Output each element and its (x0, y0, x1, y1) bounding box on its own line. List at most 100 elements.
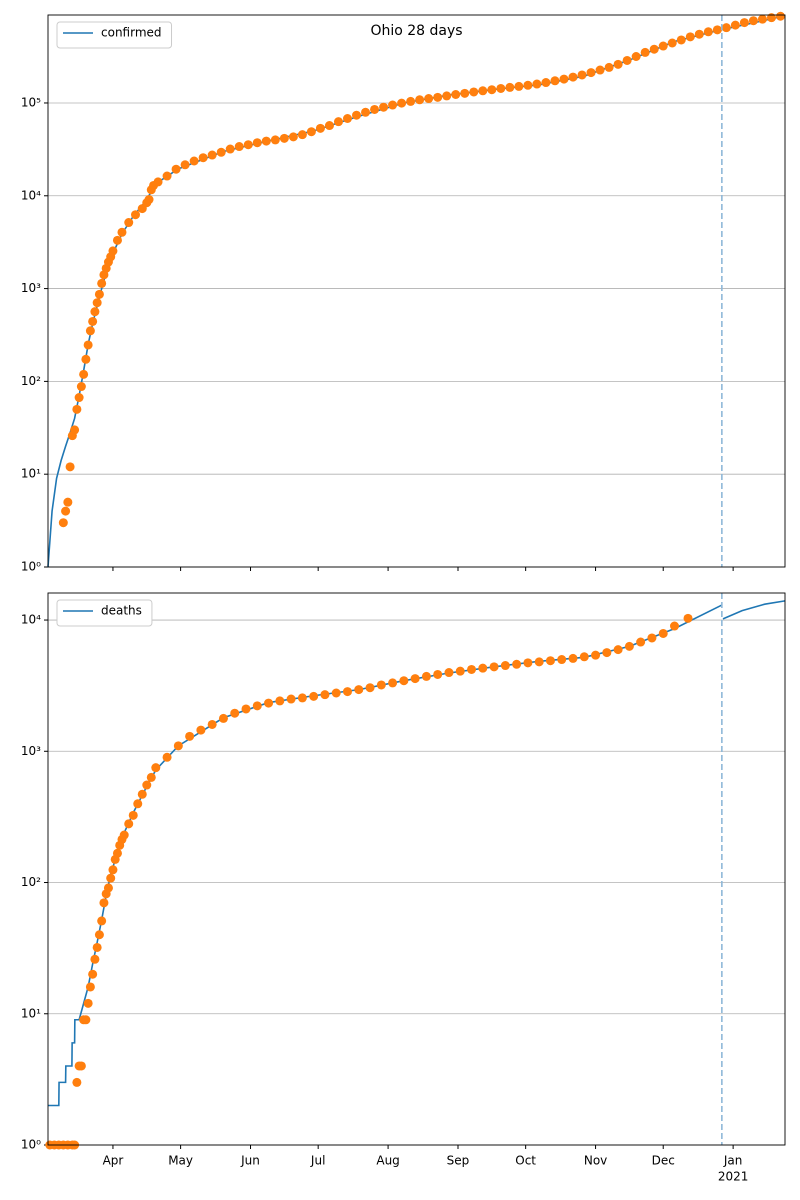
data-point (76, 382, 86, 392)
data-point (342, 114, 352, 124)
data-point (397, 98, 407, 108)
data-point (333, 117, 343, 127)
data-point (775, 11, 785, 21)
x-tick-label: Sep (447, 1154, 470, 1168)
data-point (624, 641, 634, 651)
data-point (88, 316, 98, 326)
data-point (591, 650, 601, 660)
data-point (550, 76, 560, 86)
data-point (58, 518, 68, 528)
data-point (354, 685, 364, 695)
data-point (579, 652, 589, 662)
data-point (478, 86, 488, 96)
x-tick-label: Dec (652, 1154, 675, 1168)
data-point (399, 676, 409, 686)
data-point (108, 865, 118, 875)
data-point (81, 1015, 91, 1025)
data-point (604, 62, 614, 72)
data-point (455, 666, 465, 676)
data-point (108, 246, 118, 256)
data-point (631, 51, 641, 61)
data-point (512, 659, 522, 669)
data-point (144, 195, 154, 205)
data-point (81, 354, 91, 364)
x-tick-label: Aug (376, 1154, 399, 1168)
data-point (207, 150, 217, 160)
data-point (97, 278, 107, 288)
data-point (602, 648, 612, 658)
data-point (92, 298, 102, 308)
data-point (730, 20, 740, 30)
data-point (63, 497, 73, 507)
data-point (613, 59, 623, 69)
data-point (658, 41, 668, 51)
data-point (712, 25, 722, 35)
data-point (137, 789, 147, 799)
data-point (757, 14, 767, 24)
data-point (568, 72, 578, 82)
data-point (703, 27, 713, 37)
legend-label: confirmed (101, 26, 162, 40)
data-point (180, 160, 190, 170)
data-point (230, 708, 240, 718)
data-point (92, 942, 102, 952)
x-tick-label: Nov (584, 1154, 607, 1168)
y-tick-label: 10¹ (21, 467, 41, 481)
y-tick-label: 10² (21, 875, 41, 889)
y-tick-label: 10⁴ (21, 188, 41, 202)
data-point (297, 693, 307, 703)
x-sublabel: 2021 (718, 1170, 749, 1184)
data-point (162, 752, 172, 762)
data-point (112, 235, 122, 245)
data-point (234, 142, 244, 152)
plot-frame (47, 592, 786, 1146)
data-point (534, 657, 544, 667)
data-point (514, 81, 524, 91)
data-point (487, 85, 497, 95)
data-point (451, 90, 461, 100)
data-point (88, 969, 98, 979)
x-tick-label: Apr (103, 1154, 124, 1168)
data-point (151, 763, 161, 773)
data-point (505, 82, 515, 92)
y-tick-label: 10² (21, 374, 41, 388)
data-point (444, 668, 454, 678)
data-point (669, 621, 679, 631)
data-point (252, 138, 262, 148)
data-point (216, 147, 226, 157)
data-point (94, 930, 104, 940)
data-point (74, 393, 84, 403)
data-point (99, 898, 109, 908)
data-point (106, 873, 116, 883)
data-point (748, 16, 758, 26)
data-point (685, 32, 695, 42)
data-point (667, 38, 677, 48)
data-point (500, 661, 510, 671)
data-point (647, 633, 657, 643)
data-point (379, 102, 389, 112)
data-point (342, 687, 352, 697)
data-point (196, 725, 206, 735)
data-point (83, 998, 93, 1008)
data-point (415, 95, 425, 105)
data-point (61, 506, 71, 516)
data-point (286, 694, 296, 704)
data-point (133, 799, 143, 809)
data-point (279, 133, 289, 143)
data-point (532, 79, 542, 89)
data-point (406, 96, 416, 106)
x-tick-label: Oct (515, 1154, 536, 1168)
data-point (264, 698, 274, 708)
data-point (288, 132, 298, 142)
data-point (90, 307, 100, 317)
data-point (388, 100, 398, 110)
data-point (173, 741, 183, 751)
plot-frame (47, 14, 786, 568)
data-point (676, 35, 686, 45)
data-point (636, 637, 646, 647)
y-tick-label: 10⁰ (21, 1138, 41, 1152)
data-point (124, 819, 134, 829)
data-point (658, 628, 668, 638)
x-tick-label: Jan (723, 1154, 743, 1168)
